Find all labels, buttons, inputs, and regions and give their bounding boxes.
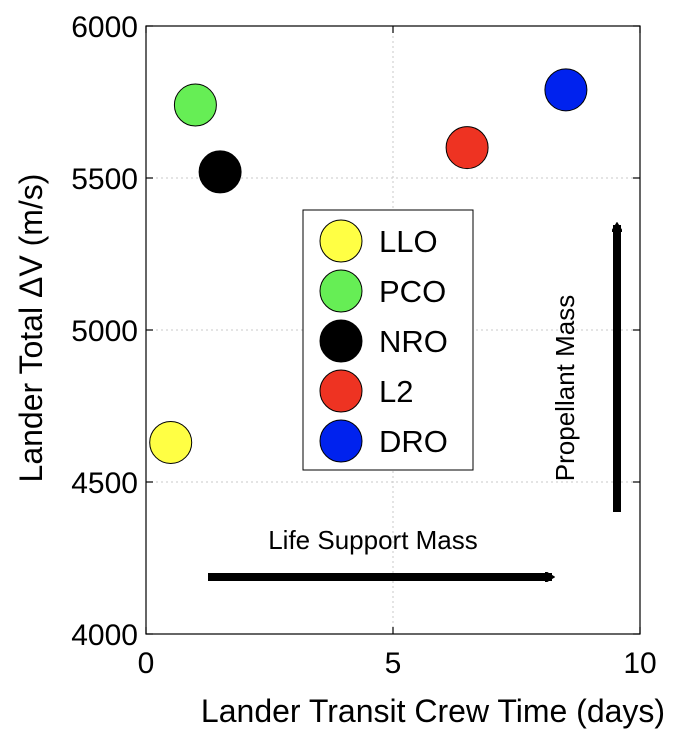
data-point-llo <box>149 420 193 464</box>
annotations: Life Support Mass Propellant Mass <box>208 225 617 577</box>
legend-marker-llo <box>319 219 363 263</box>
axis-ticks: 0 5 10 4000 4500 5000 5500 6000 <box>71 11 656 680</box>
propellant-label: Propellant Mass <box>550 295 580 481</box>
legend-label-nro: NRO <box>379 324 448 359</box>
data-point-nro <box>198 150 242 194</box>
data-point-l2 <box>445 126 489 170</box>
legend-marker-nro <box>319 319 363 363</box>
legend-marker-l2 <box>319 369 363 413</box>
life-support-label: Life Support Mass <box>268 525 478 555</box>
data-point-dro <box>544 68 588 112</box>
y-axis-label: Lander Total ΔV (m/s) <box>13 174 49 483</box>
legend-label-llo: LLO <box>379 224 438 259</box>
data-points <box>149 68 588 464</box>
y-tick-label: 5500 <box>71 163 138 196</box>
legend-label-pco: PCO <box>379 274 446 309</box>
x-tick-label: 0 <box>138 647 155 680</box>
legend: LLO PCO NRO L2 DRO <box>302 209 474 471</box>
y-tick-label: 4000 <box>71 619 138 652</box>
data-point-pco <box>173 83 217 127</box>
x-tick-label: 5 <box>385 647 402 680</box>
legend-label-l2: L2 <box>379 374 413 409</box>
y-tick-label: 6000 <box>71 11 138 44</box>
y-tick-label: 4500 <box>71 467 138 500</box>
legend-marker-dro <box>319 419 363 463</box>
legend-marker-pco <box>319 269 363 313</box>
y-tick-label: 5000 <box>71 315 138 348</box>
legend-label-dro: DRO <box>379 424 448 459</box>
x-axis-label: Lander Transit Crew Time (days) <box>201 693 665 729</box>
x-tick-label: 10 <box>623 647 656 680</box>
